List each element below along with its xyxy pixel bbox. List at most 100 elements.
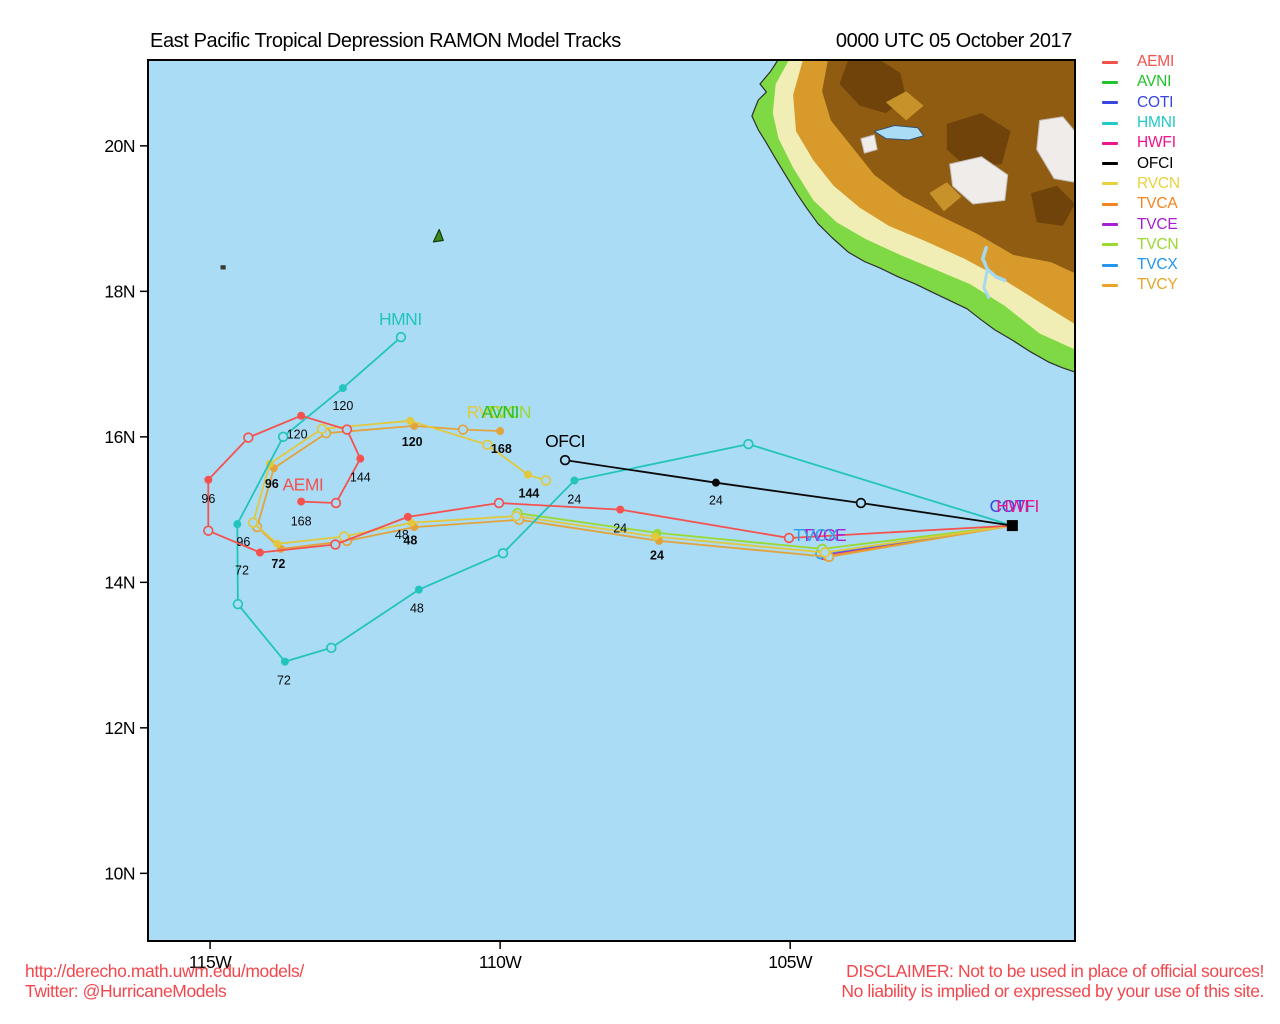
legend-dash-TVCX [1102,263,1118,267]
legend-dash-TVCE [1102,223,1118,227]
terrain-brown [822,60,1075,274]
lat-tick-label-12N: 12N [104,718,135,738]
legend-dash-TVCY [1102,283,1118,287]
terrain-darkbrown-1 [839,60,907,114]
legend-dash-TVCA [1102,202,1118,206]
hour-label-AEMI-96: 96 [201,492,215,506]
legend-item-AEMI: AEMI [1102,52,1180,72]
legend-label-HMNI: HMNI [1137,114,1176,132]
plot-frame [147,59,1076,942]
hour-label-AEMI-168: 168 [291,515,312,529]
lon-tick-label-105W: 105W [768,952,813,972]
track-HMNI-point-24h [280,657,289,666]
valid-time: 0000 UTC 05 October 2017 [835,30,1073,52]
disclaimer-line2: No liability is implied or expressed by … [841,981,1264,1001]
track-label-TVCN: TVCN [485,402,531,422]
terrain-darkbrown-2 [946,113,1011,168]
hour-label-HMNI-96: 96 [236,535,250,549]
track-HMNI-point-12h [277,431,289,443]
track-RVCN-point-24h [406,416,415,425]
island-socorro [432,228,444,243]
track-label-OFCI: OFCI [545,431,585,451]
track-label-COTI: COTI [990,496,1030,516]
track-AEMI-point-24h [204,475,213,484]
track-AEMI-point-12h [341,424,353,435]
legend-item-RVCN: RVCN [1102,174,1180,194]
page-title: East Pacific Tropical Depression RAMON M… [150,30,621,52]
legend-label-AEMI: AEMI [1137,53,1175,71]
track-AEMI-point-24h [255,548,264,557]
start-position-marker [1006,520,1018,532]
hour-label-RVCN-96: 96 [265,477,279,491]
track-label-HWFI: HWFI [996,496,1039,516]
track-label-AEMI: AEMI [282,475,323,495]
legend-item-TVCA: TVCA [1102,194,1180,214]
track-HMNI-point-12h [743,438,754,450]
hour-label-AEMI-72: 72 [235,564,249,578]
track-AEMI-point-12h [203,525,214,536]
lat-tick-label-10N: 10N [104,863,135,883]
track-AEMI-point-24h [297,497,306,506]
hour-label-RVCN-144: 144 [519,487,540,501]
track-HMNI [236,336,1013,663]
track-HMNI-point-24h [414,585,423,594]
track-label-TVCE: TVCE [801,525,846,545]
track-AEMI-point-12h [330,539,341,550]
legend-item-TVCE: TVCE [1102,214,1180,234]
hour-label-RVCN-24: 24 [650,549,664,563]
lon-tick-label-115W: 115W [189,952,232,972]
track-TVCN [517,512,1013,550]
legend-label-TVCA: TVCA [1137,195,1178,213]
track-HMNI-point-12h [497,547,509,559]
hour-label-AEMI-24: 24 [613,522,627,536]
island-small [220,265,226,270]
track-AEMI-point-12h [783,532,795,544]
track-RVCN-point-12h [247,517,259,528]
legend-item-TVCN: TVCN [1102,235,1180,255]
legend-item-COTI: COTI [1102,93,1180,113]
track-label-HMNI: HMNI [379,309,422,329]
legend-item-HMNI: HMNI [1102,113,1180,133]
legend-dash-AEMI [1102,60,1118,64]
hour-label-RVCN-72: 72 [271,557,285,571]
legend-dash-RVCN [1102,182,1118,186]
hour-label-AEMI-144: 144 [350,471,371,485]
legend-label-RVCN: RVCN [1137,174,1180,192]
track-HMNI-point-12h [395,331,407,343]
track-AEMI-point-24h [403,512,412,521]
legend-label-OFCI: OFCI [1137,154,1174,172]
legend-item-OFCI: OFCI [1102,153,1180,173]
track-RVCN-point-24h [523,470,532,479]
track-RVCN-point-12h [511,510,522,522]
track-RVCN-point-24h [407,518,416,527]
snow-white-1 [949,156,1009,205]
model-legend: AEMI AVNI COTI HMNI HWFI OFCI RVCN TVCA TVCE TVCN… [1102,52,1180,296]
track-RVCN-point-12h [540,475,552,486]
snow-white-3 [860,134,878,154]
hour-label-AEMI-48: 48 [395,528,409,542]
twitter-handle: Twitter: @HurricaneModels [25,981,227,1001]
source-credit: http://derecho.math.uwm.edu/models/ Twit… [25,961,304,1001]
track-HMNI-point-24h [233,520,242,529]
track-AEMI-point-24h [616,505,625,514]
lat-tick-label-16N: 16N [104,427,135,447]
legend-label-TVCX: TVCX [1137,256,1178,274]
track-RVCN-point-24h [651,532,660,541]
lon-tick-label-110W: 110W [479,952,522,972]
track-RVCN [252,419,1013,554]
legend-dash-COTI [1102,101,1118,105]
track-RVCN-point-12h [316,423,328,435]
legend-item-TVCX: TVCX [1102,255,1180,275]
track-label-TVCX: TVCX [793,525,839,545]
track-HMNI-point-24h [338,384,347,393]
track-OFCI-point-12h [559,454,571,466]
legend-item-AVNI: AVNI [1102,72,1180,92]
track-RVCN-point-24h [273,539,282,548]
legend-item-HWFI: HWFI [1102,133,1180,153]
track-HMNI-point-12h [326,642,337,654]
hour-label-HMNI-48: 48 [410,602,424,616]
hour-label-HMNI-120: 120 [332,399,353,413]
hour-label-AEMI-120: 120 [287,428,308,442]
lat-tick-label-20N: 20N [104,136,135,156]
legend-dash-AVNI [1102,80,1118,84]
